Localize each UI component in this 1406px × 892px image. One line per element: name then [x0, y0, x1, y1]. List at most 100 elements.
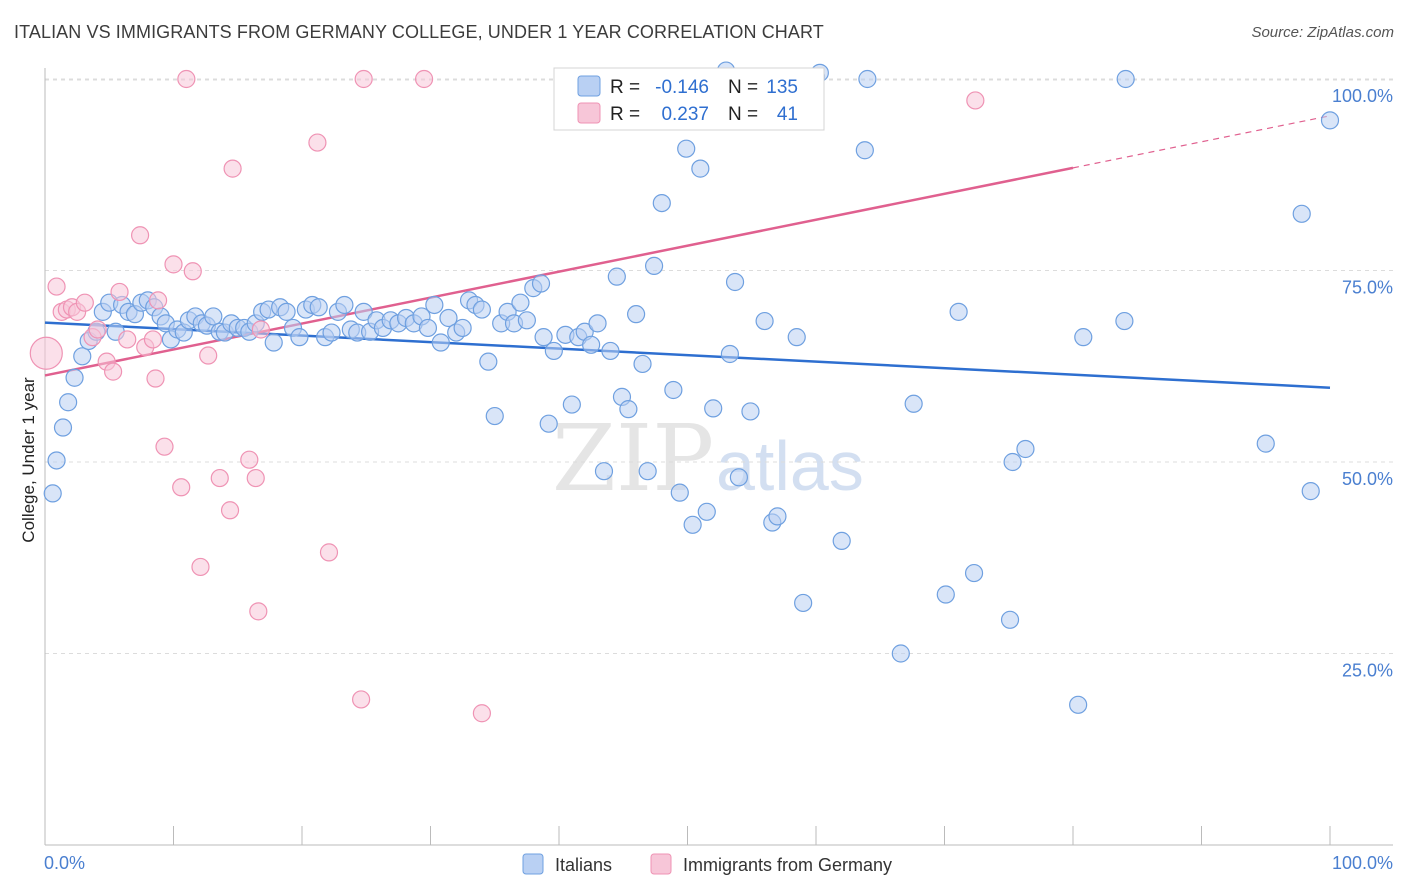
germany-point — [155, 437, 174, 456]
germany-point — [177, 69, 196, 89]
germany-point — [118, 330, 137, 349]
italians-point — [755, 311, 774, 331]
germany-point — [223, 159, 242, 178]
italians-point — [290, 328, 309, 347]
germany-point — [352, 690, 371, 709]
italians-point — [1016, 439, 1035, 459]
y-tick-labels: 25.0% 50.0% 75.0% 100.0% — [1332, 86, 1393, 681]
germany-point — [191, 557, 210, 577]
italians-point — [601, 341, 620, 361]
italians-point — [418, 318, 438, 338]
italians-swatch — [577, 75, 601, 97]
x-tick-label-max: 100.0% — [1332, 853, 1393, 873]
italians-point — [697, 502, 716, 521]
italians-point — [891, 644, 910, 663]
italians-point — [534, 328, 553, 347]
legend: Italians Immigrants from Germany — [522, 853, 892, 875]
italians-point — [472, 300, 491, 319]
italians-point — [644, 256, 664, 276]
germany-point — [199, 346, 218, 365]
gridlines — [45, 78, 1393, 654]
germany-point — [148, 291, 168, 310]
italians-point — [652, 193, 671, 213]
y-tick-label-75: 75.0% — [1342, 278, 1393, 298]
italians-point — [277, 302, 296, 321]
italians-point — [431, 333, 450, 352]
italians-point — [638, 462, 657, 481]
italians-point — [539, 414, 558, 433]
y-axis-title: College, Under 1 year — [19, 377, 38, 543]
italians-point — [1256, 434, 1275, 453]
italians-r-value: -0.146 — [655, 77, 709, 98]
x-tick-label-min: 0.0% — [44, 853, 85, 873]
italians-point — [594, 462, 614, 481]
italians-point — [517, 311, 536, 330]
germany-point — [210, 468, 229, 488]
italians-point — [832, 531, 851, 550]
italians-point — [65, 368, 84, 387]
italians-point — [768, 507, 787, 526]
germany-point — [319, 543, 339, 562]
italians-point — [43, 484, 62, 503]
germany-point — [966, 91, 985, 110]
italians-point — [794, 593, 813, 613]
legend-germany-label: Immigrants from Germany — [683, 855, 892, 875]
germany-swatch — [577, 102, 601, 124]
germany-n-value: 41 — [777, 104, 798, 125]
germany-point — [308, 133, 327, 152]
italians-point — [1292, 204, 1311, 223]
italians-point — [531, 274, 551, 293]
italians-point — [479, 352, 498, 371]
germany-point — [251, 320, 270, 339]
italians-point — [562, 395, 581, 414]
italians-point — [1003, 452, 1022, 472]
germany-point — [75, 293, 94, 312]
germany-point — [88, 320, 107, 339]
italians-point — [964, 563, 984, 583]
italians-point — [633, 354, 652, 374]
italians-point — [787, 328, 806, 347]
italians-point — [1301, 482, 1320, 501]
italians-point — [425, 295, 444, 315]
watermark-zip: ZIP — [552, 405, 714, 512]
germany-point — [164, 255, 183, 274]
germany-trend-extension — [1072, 115, 1331, 169]
italians-point — [335, 295, 354, 315]
italians-point — [626, 305, 646, 324]
italians-point — [619, 400, 638, 419]
italians-point — [725, 272, 745, 292]
germany-point — [220, 501, 240, 520]
italians-n-value: 135 — [766, 77, 798, 98]
germany-point — [414, 69, 434, 89]
italians-point — [59, 393, 78, 412]
italians-point — [511, 293, 530, 312]
germany-point — [47, 277, 66, 296]
italians-point — [949, 302, 968, 321]
italians-point — [264, 333, 283, 352]
germany-point — [143, 330, 163, 349]
italians-point — [729, 468, 749, 487]
italians-point — [47, 451, 66, 470]
italians-point — [683, 515, 702, 534]
italians-point — [309, 298, 328, 317]
italians-point — [1115, 311, 1134, 331]
italians-point — [354, 302, 373, 321]
italians-point — [904, 394, 923, 413]
germany-point — [29, 336, 63, 370]
watermark-atlas: atlas — [716, 427, 864, 505]
legend-italians-label: Italians — [555, 855, 612, 875]
y-tick-label-25: 25.0% — [1342, 661, 1393, 681]
italians-point — [1000, 610, 1020, 629]
italians-point — [1116, 69, 1135, 89]
italians-point — [720, 344, 740, 364]
germany-trend-line — [44, 166, 1074, 377]
y-tick-label-50: 50.0% — [1342, 469, 1393, 489]
axes — [44, 68, 1393, 846]
chart-title: ITALIAN VS IMMIGRANTS FROM GERMANY COLLE… — [14, 22, 824, 42]
italians-point — [544, 341, 563, 361]
germany-point — [354, 69, 373, 89]
germany-point — [246, 468, 265, 488]
germany-point — [130, 226, 150, 245]
italians-point — [204, 307, 223, 326]
